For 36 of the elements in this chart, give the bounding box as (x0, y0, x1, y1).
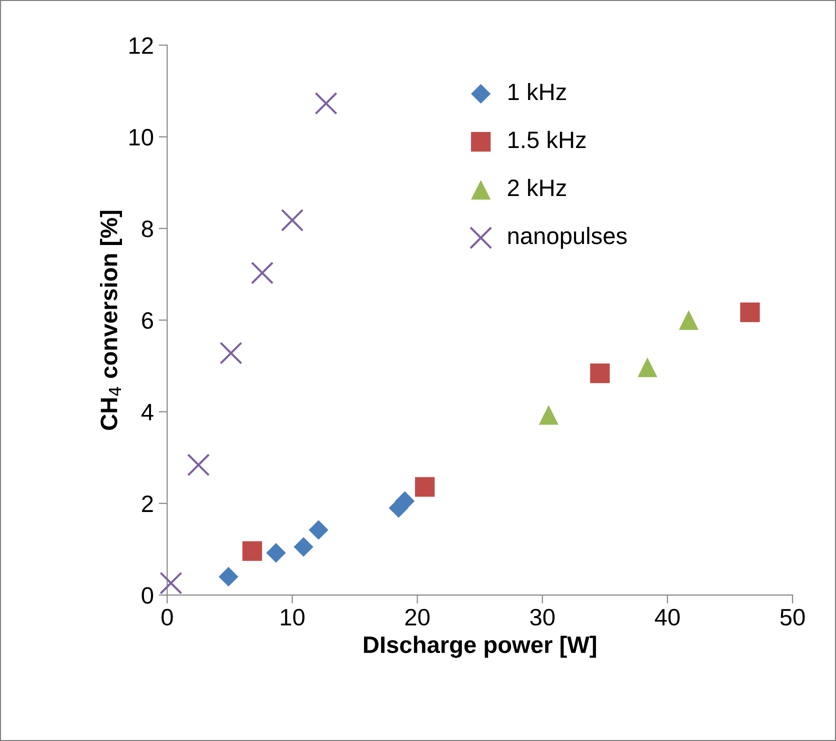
x-tick-label: 30 (530, 608, 555, 626)
x-tick-label: 20 (405, 608, 430, 626)
legend-label: 1 kHz (508, 82, 566, 100)
point (218, 566, 238, 587)
point (294, 537, 314, 557)
x-tick-label: 0 (162, 608, 173, 626)
point (308, 520, 328, 540)
point (160, 572, 182, 594)
point (740, 302, 760, 322)
point (220, 342, 242, 364)
point (590, 363, 610, 384)
y-tick-label: 6 (142, 312, 153, 329)
point (280, 208, 304, 232)
y-tick-label: 4 (141, 404, 154, 420)
x-tick-label: 40 (654, 608, 680, 626)
point (415, 477, 435, 497)
legend-label: nanopulses (508, 226, 627, 249)
y-tick-label: 12 (130, 37, 153, 54)
x-tick-label: 50 (780, 608, 805, 626)
point (187, 454, 210, 476)
point (266, 543, 286, 563)
x-tick-label: 10 (280, 608, 304, 626)
y-axis-title: CH$_{4}$ conversion [%] (100, 210, 122, 430)
point (638, 357, 658, 378)
point (314, 92, 338, 115)
point (250, 262, 274, 284)
legend-label: 2 kHz (508, 178, 566, 196)
point (242, 541, 262, 561)
x-axis-title: DIscharge power [W] (364, 636, 596, 658)
y-tick-label: 2 (142, 495, 153, 512)
legend-label: 1.5 kHz (508, 130, 586, 148)
point (538, 405, 558, 425)
y-tick-label: 8 (142, 220, 153, 238)
y-tick-label: 10 (130, 128, 154, 146)
point (678, 310, 699, 330)
y-tick-label: 0 (142, 587, 154, 604)
